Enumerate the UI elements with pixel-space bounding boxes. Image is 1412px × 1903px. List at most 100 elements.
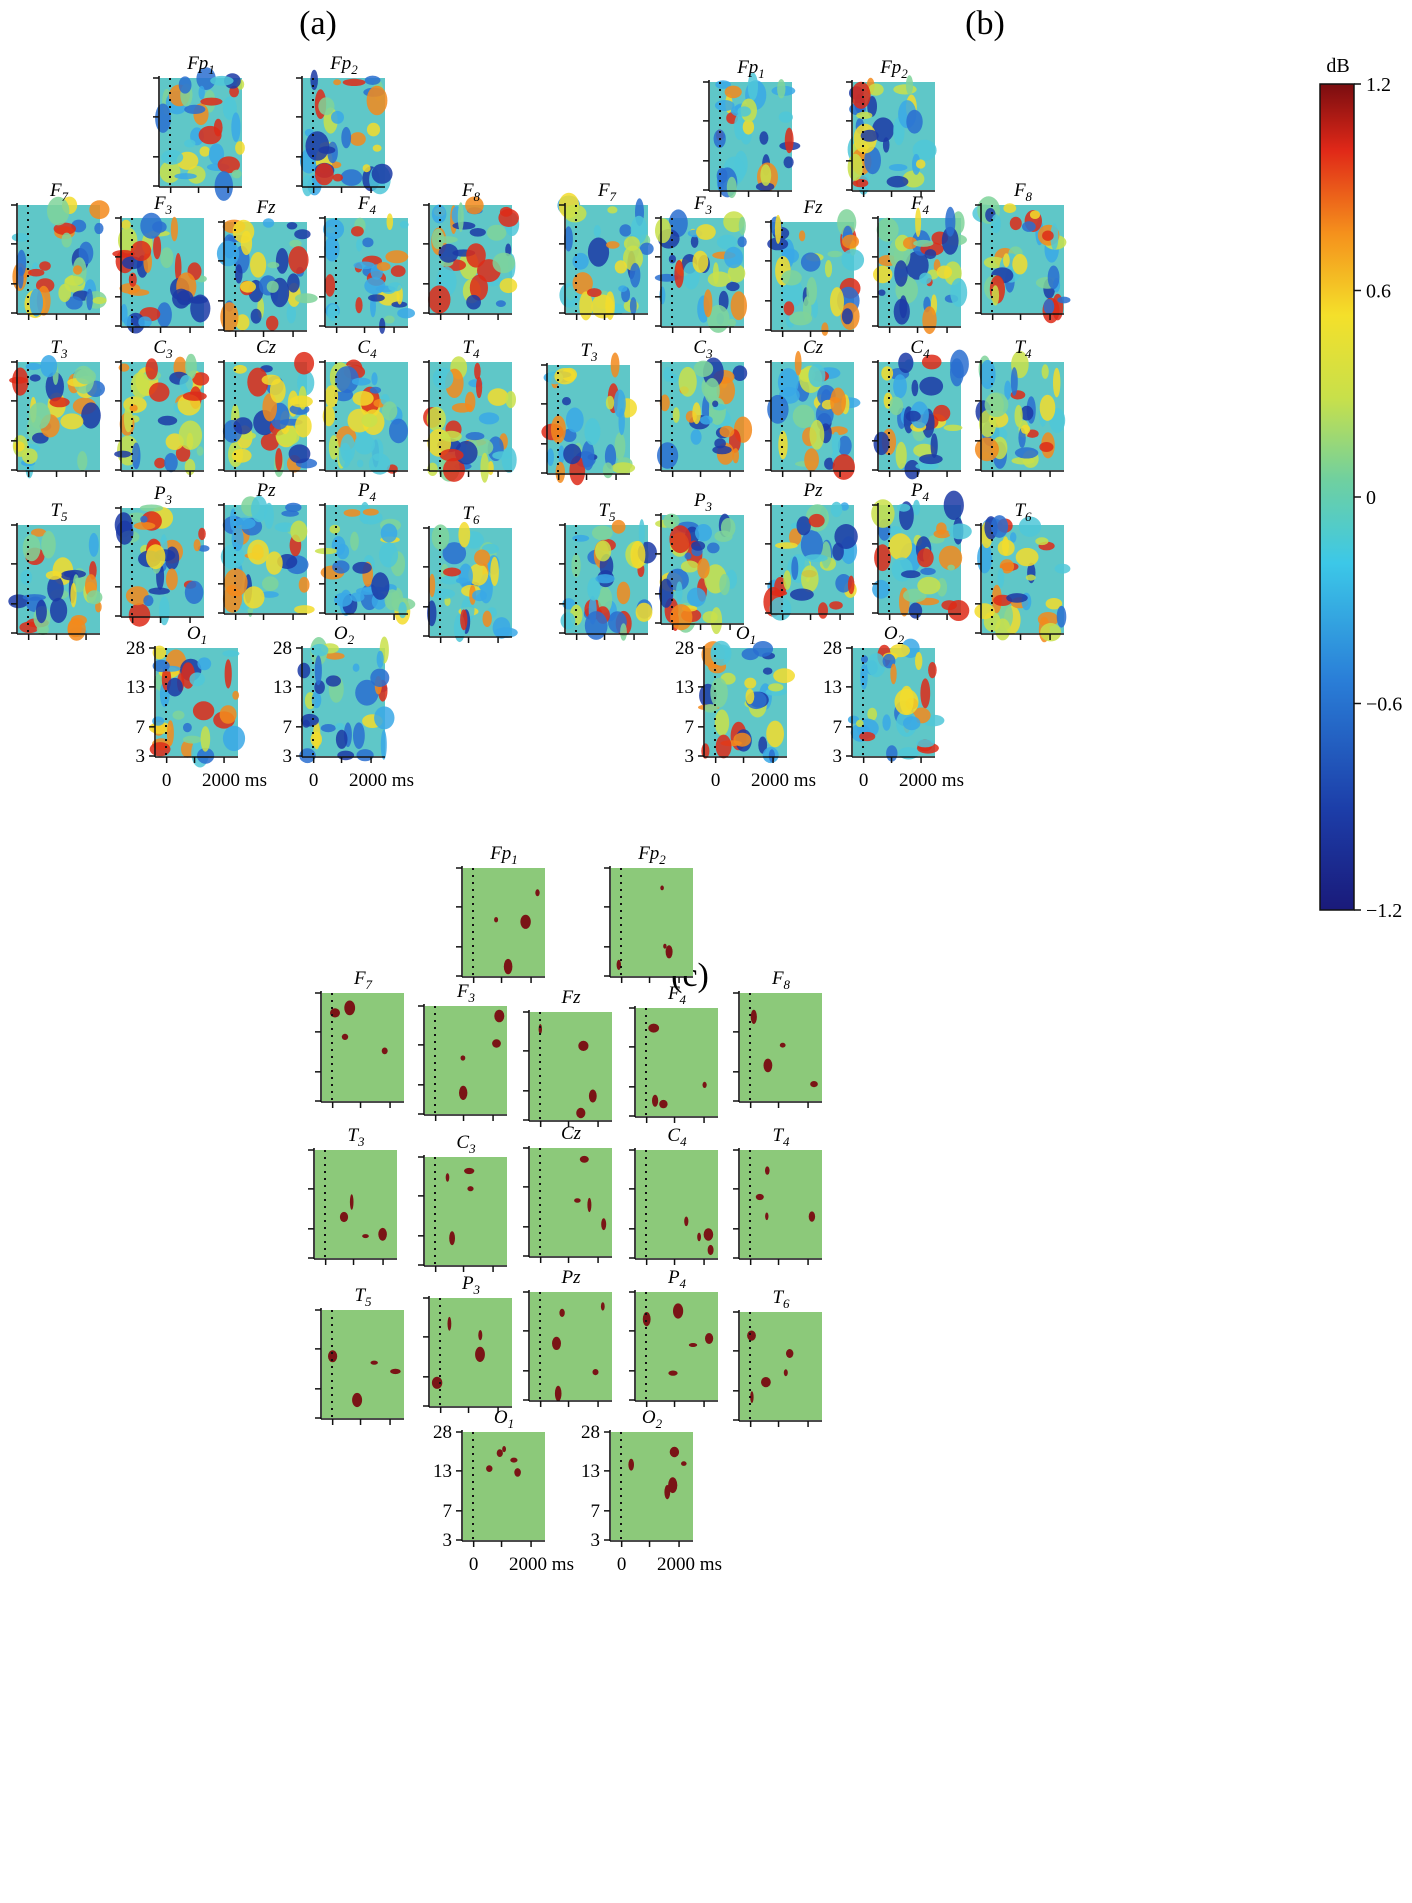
colorbar-tick-label: 0 [1366,487,1376,509]
significant-cluster [786,1349,794,1358]
tf-blob [196,446,204,456]
tf-blob [778,430,788,460]
tf-blob [388,282,402,292]
tf-blob [314,548,338,555]
electrode-plot-o2: O2 28 13 7 30 2000 ms [823,623,964,791]
tf-blob [472,590,487,602]
tf-blob [159,596,170,626]
tf-blob [294,293,318,304]
significant-cluster [496,1449,503,1457]
tf-blob [899,685,914,715]
tf-blob [796,516,811,536]
tf-blob [469,274,488,301]
tf-blob [1043,299,1055,315]
tf-blob [16,249,27,277]
tf-blob [593,225,601,238]
electrode-plot-p3: P3 [655,490,744,635]
tf-blob [114,450,132,458]
electrode-label: Fp2 [637,843,666,867]
tf-blob [791,556,799,580]
electrode-label: Fp2 [329,53,358,77]
tf-blob [618,408,625,436]
tf-blob [45,570,62,580]
tf-blob [1014,447,1039,459]
x-tick-label: 2000 ms [349,770,414,791]
x-tick-label: 2000 ms [899,770,964,791]
tf-blob [913,443,935,458]
tf-blob [140,515,148,523]
tf-blob [1041,364,1049,379]
tf-blob [759,131,769,145]
tf-blob [314,163,334,186]
tf-blob [243,586,265,609]
tf-blob [804,448,819,472]
tf-blob [834,524,858,549]
tf-blob [229,85,240,98]
tf-blob [831,431,841,455]
significant-cluster [808,1211,816,1222]
tf-blob [428,285,451,314]
tf-blob [94,222,104,235]
tf-blob [426,406,446,431]
tf-blob [905,410,921,422]
tf-blob [899,295,908,319]
tf-blob [572,534,590,542]
tf-blob [25,362,42,371]
tf-blob [465,432,485,441]
y-tick-label: 13 [581,1461,600,1482]
tf-blob [614,432,626,461]
tf-blob [179,375,193,393]
electrode-label: F3 [693,193,713,217]
electrode-plot-fp1: Fp1 [703,57,801,199]
significant-cluster [339,1211,349,1223]
tf-blob [440,430,462,442]
tf-blob [77,451,88,471]
tf-blob [737,236,747,248]
significant-cluster [673,1303,684,1319]
tf-blob [380,729,387,760]
tf-blob [366,122,381,137]
tf-blob [876,217,899,242]
tf-blob [948,523,972,540]
colorbar-tick-label: −0.6 [1366,694,1402,716]
electrode-label: Fz [256,197,277,218]
tf-blob [231,112,241,142]
tf-blob [198,85,205,100]
significant-cluster [707,1244,714,1256]
significant-cluster [576,1107,586,1119]
tf-blob [50,597,68,624]
tf-blob [798,230,806,242]
electrode-label: T5 [354,1285,372,1309]
tf-blob [161,149,184,165]
tf-blob [22,534,41,562]
tf-blob [305,131,330,161]
tf-blob [950,278,968,307]
tf-blob [945,206,956,237]
electrode-label: T4 [462,337,480,361]
tf-blob [905,251,929,280]
tf-blob [432,367,454,390]
significant-cluster [763,1058,773,1073]
tf-blob [178,420,203,450]
tf-blob [687,587,706,607]
tf-blob [145,358,158,380]
tf-blob [672,407,680,423]
significant-cluster [431,1376,443,1389]
tf-blob [200,97,223,106]
tf-blob [920,678,931,709]
tf-blob [904,460,920,480]
tf-blob [716,376,735,405]
tf-blob [478,412,500,425]
tf-blob [619,224,632,237]
y-tick-label: 7 [685,717,695,738]
tf-blob [758,736,768,754]
tf-blob [443,567,461,577]
tf-blob [691,541,706,551]
tf-blob [170,216,178,242]
colorbar: dB 1.2 0.6 0 −0.6 −1.2 [1319,55,1402,922]
tf-blob [325,675,341,687]
tf-blob [979,409,997,438]
tf-blob [693,360,714,377]
significant-cluster [330,1008,340,1018]
